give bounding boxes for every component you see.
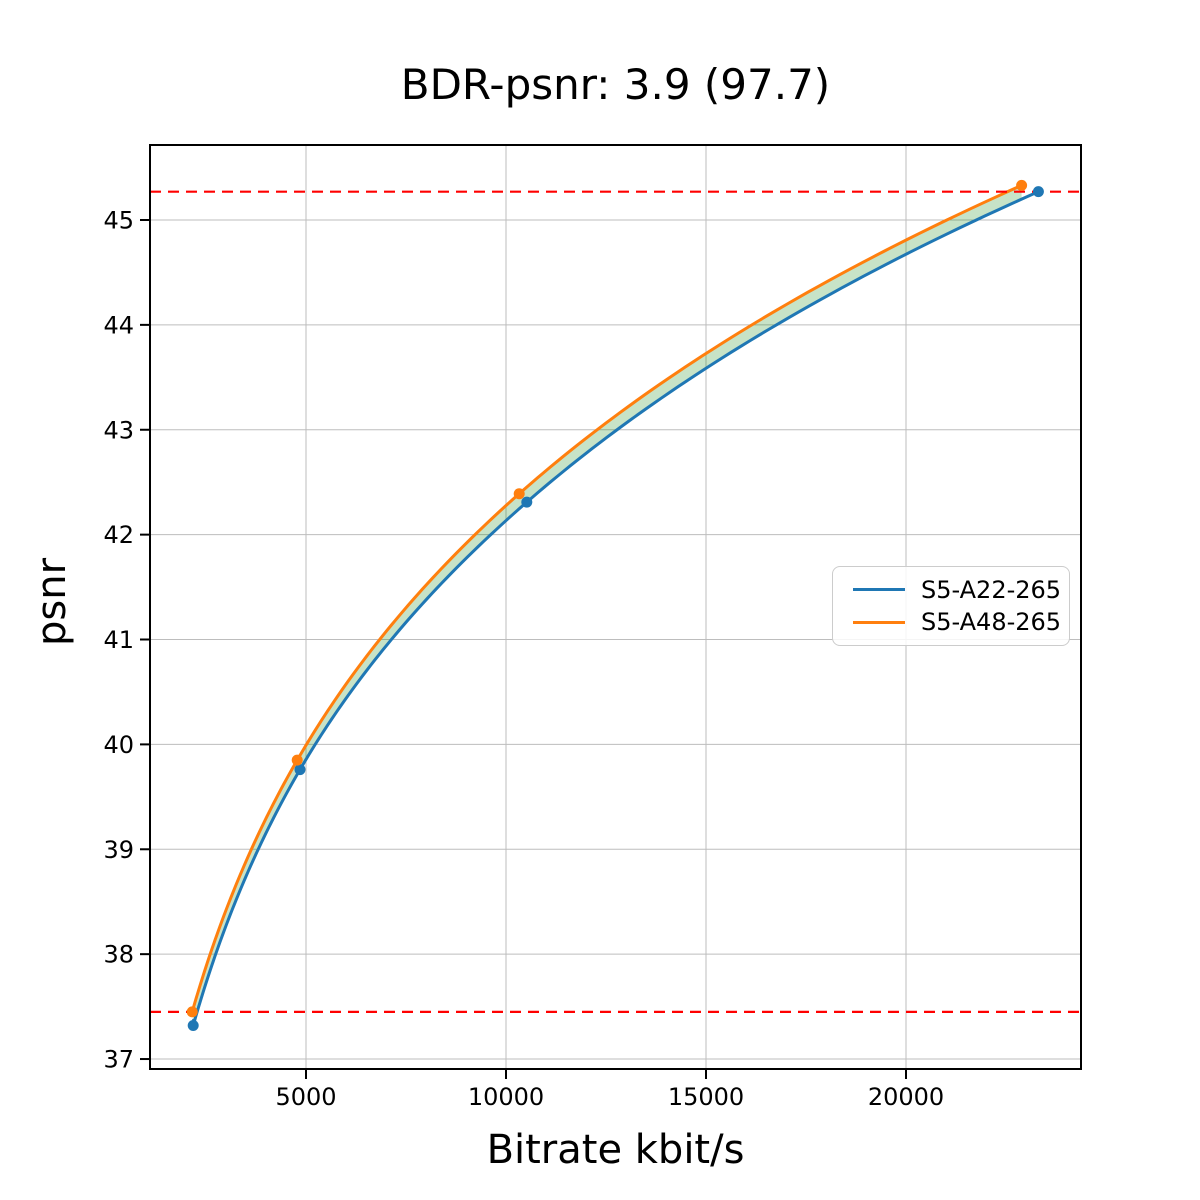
y-tick-label: 37 [103,1046,134,1074]
data-marker-S5-A22-265 [187,1019,199,1031]
data-marker-S5-A48-265 [291,754,303,766]
series-line-S5-A48-265 [190,183,1024,1014]
y-tick-label: 40 [103,731,134,759]
data-marker-S5-A48-265 [1016,179,1028,191]
y-tick-label: 43 [103,416,134,444]
legend-item: S5-A22-265 [853,578,1069,602]
legend-line-swatch-series0 [853,588,905,592]
legend-label-series0: S5-A22-265 [921,575,1062,604]
legend-line-swatch-series1 [853,620,905,624]
legend-item: S5-A48-265 [853,610,1069,634]
axes-box [149,144,1082,1070]
legend: S5-A22-265 S5-A48-265 [832,566,1070,646]
data-marker-S5-A48-265 [513,488,525,500]
chart-title: BDR-psnr: 3.9 (97.7) [400,60,831,109]
data-marker-S5-A48-265 [186,1006,198,1018]
y-tick-label: 42 [103,521,134,549]
y-axis-label: psnr [29,557,75,647]
data-marker-S5-A22-265 [294,764,306,776]
x-tick-label: 5000 [275,1083,336,1111]
y-tick-label: 45 [103,206,134,234]
x-axis-label: Bitrate kbit/s [486,1127,745,1173]
y-tick-label: 38 [103,941,134,969]
x-tick-label: 15000 [668,1083,744,1111]
series-line-S5-A22-265 [191,190,1040,1027]
ticks: 5000 10000 15000 20000 37 38 39 40 41 42 43 44 45 [103,206,944,1111]
x-tick-label: 20000 [868,1083,944,1111]
legend-label-series1: S5-A48-265 [921,608,1062,637]
data-marker-S5-A22-265 [1032,186,1044,198]
y-tick-label: 44 [103,311,134,339]
data-marker-S5-A22-265 [521,496,533,508]
y-tick-label: 41 [103,626,134,654]
y-tick-label: 39 [103,836,134,864]
x-tick-label: 10000 [468,1083,544,1111]
